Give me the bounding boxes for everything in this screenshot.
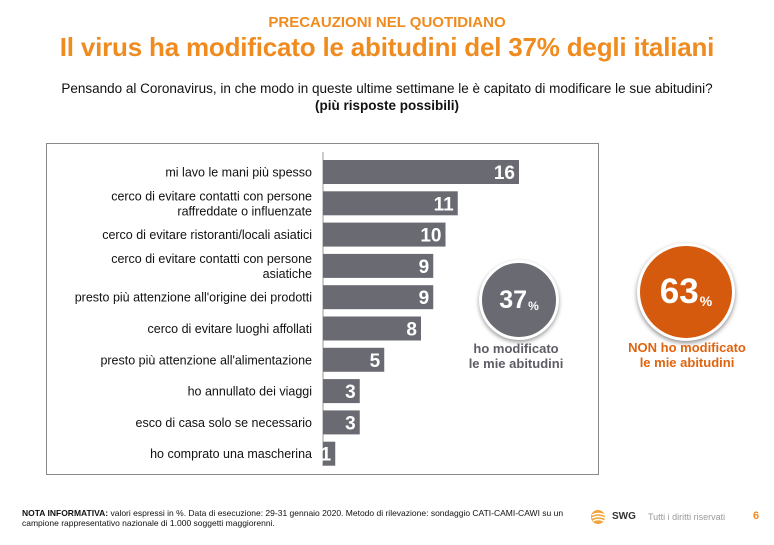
modified-caption-line2: le mie abitudini [468,356,564,371]
modified-percent-value: 37 [499,285,528,314]
not-modified-caption-line2: le mie abitudini [639,355,735,370]
bar-value-label: 8 [406,320,417,341]
swg-logo-icon [591,510,606,524]
bar [323,160,519,184]
question-text: Pensando al Coronavirus, in che modo in … [61,81,713,96]
bar-value-label: 11 [434,194,455,215]
category-label: mi lavo le mani più spesso [165,166,312,180]
footnote-label: NOTA INFORMATIVA: [22,508,109,518]
question-note: (più risposte possibili) [314,98,459,113]
bar-value-label: 1 [321,445,332,466]
bar [323,316,421,341]
category-label: cerco di evitare luoghi affollati [148,322,312,336]
rights-text: Tutti i diritti riservati [648,512,726,522]
bar-value-label: 10 [420,226,441,247]
footnote-text: valori espressi in %. Data di esecuzione… [22,508,564,528]
bar-value-label: 3 [345,413,356,434]
bar [323,222,446,247]
page-title: Il virus ha modificato le abitudini del … [59,32,715,62]
category-label: presto più attenzione all'alimentazione [100,353,312,367]
bar [323,191,458,216]
category-label: presto più attenzione all'origine dei pr… [75,291,312,305]
bar-value-label: 5 [370,351,381,372]
not-modified-percent-badge: 63% [637,243,735,341]
modified-percent-badge: 37% [479,260,559,340]
category-label: asiatiche [263,267,312,281]
bar-value-label: 16 [494,163,515,184]
bar-chart: 16 mi lavo le mani più spesso 11 cerco di e… [75,152,519,466]
bar-value-label: 9 [419,257,430,278]
bar [323,285,434,310]
category-label: esco di casa solo se necessario [136,416,313,430]
category-label: raffreddate o influenzate [177,204,312,218]
bar [323,441,336,466]
not-modified-caption: NON ho modificato le mie abitudini [614,340,760,370]
page-number: 6 [753,510,760,522]
bar [323,253,434,278]
footnote: NOTA INFORMATIVA: valori espressi in %. … [22,508,582,528]
category-label: ho comprato una mascherina [150,447,312,461]
category-label: ho annullato dei viaggi [188,385,312,399]
modified-caption-line1: ho modificato [473,341,559,356]
category-label: cerco di evitare contatti con persone [111,252,312,266]
not-modified-percent-value: 63 [659,272,699,311]
not-modified-caption-line1: NON ho modificato [628,340,746,355]
bar [323,410,360,435]
bar [323,379,360,404]
bar-value-label: 9 [419,288,430,309]
modified-percent-unit: % [528,299,539,313]
supertitle: PRECAUZIONI NEL QUOTIDIANO [268,14,506,31]
survey-question: Pensando al Coronavirus, in che modo in … [0,80,774,114]
modified-caption: ho modificato le mie abitudini [455,341,577,371]
bar [323,347,385,372]
not-modified-percent-unit: % [699,293,713,309]
category-label: cerco di evitare contatti con persone [111,189,312,203]
category-label: cerco di evitare ristoranti/locali asiat… [102,228,312,242]
brand-name: SWG [612,511,636,522]
bar-value-label: 3 [345,382,356,403]
